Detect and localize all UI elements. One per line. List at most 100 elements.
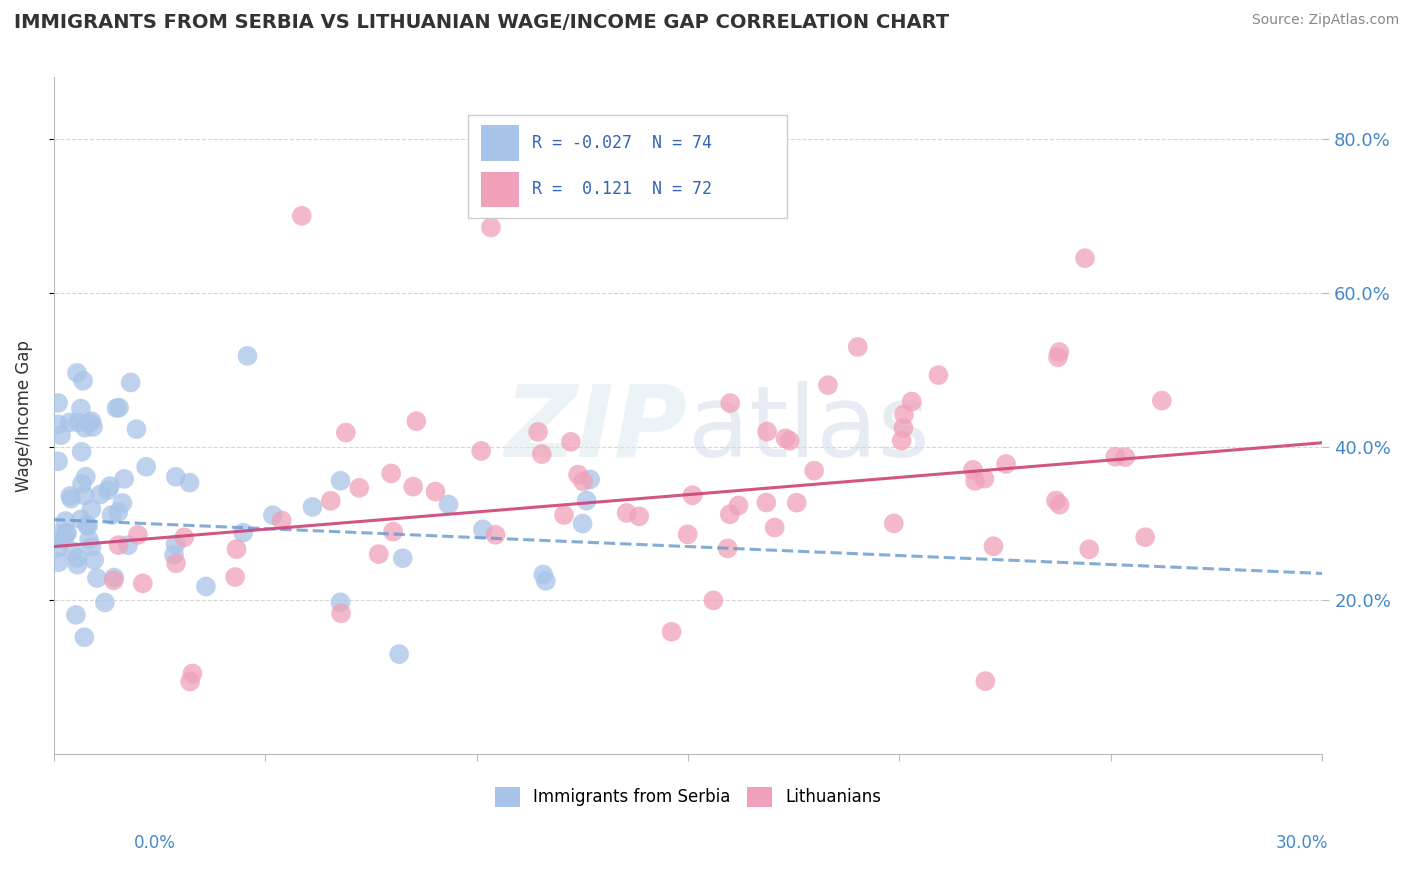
Point: [553, 508, 575, 522]
Point: [66, 550, 89, 565]
Point: [974, 674, 997, 689]
Point: [73, 630, 96, 644]
Point: [1133, 530, 1156, 544]
Point: [89, 487, 111, 501]
Point: [70, 445, 93, 459]
Point: [803, 464, 825, 478]
Point: [890, 434, 912, 448]
Text: 30.0%: 30.0%: [1277, 834, 1329, 852]
Point: [65, 607, 87, 622]
Point: [335, 425, 357, 440]
Point: [893, 408, 915, 422]
Point: [616, 506, 638, 520]
Point: [62, 544, 84, 558]
Point: [763, 520, 786, 534]
Point: [77, 519, 100, 533]
Point: [83, 553, 105, 567]
Point: [531, 567, 554, 582]
Point: [232, 525, 254, 540]
Point: [470, 444, 492, 458]
Point: [55, 525, 77, 540]
Point: [46, 417, 69, 432]
Point: [1049, 498, 1071, 512]
Point: [103, 574, 125, 588]
Point: [579, 472, 602, 486]
Text: 0.0%: 0.0%: [134, 834, 176, 852]
Point: [262, 508, 284, 523]
Point: [567, 467, 589, 482]
Point: [402, 480, 425, 494]
Point: [682, 488, 704, 502]
Point: [165, 537, 187, 551]
Point: [329, 474, 352, 488]
Point: [48, 555, 70, 569]
Point: [527, 425, 550, 439]
Text: ZIP: ZIP: [505, 381, 688, 478]
Point: [1045, 493, 1067, 508]
Point: [1150, 393, 1173, 408]
Point: [173, 530, 195, 544]
Point: [120, 376, 142, 390]
Point: [329, 595, 352, 609]
Point: [388, 647, 411, 661]
Point: [1078, 542, 1101, 557]
Point: [817, 378, 839, 392]
Point: [718, 508, 741, 522]
Point: [73, 488, 96, 502]
Point: [127, 528, 149, 542]
Point: [80, 414, 103, 428]
Point: [125, 422, 148, 436]
Point: [98, 479, 121, 493]
Point: [425, 484, 447, 499]
Point: [484, 528, 506, 542]
Point: [46, 396, 69, 410]
Point: [756, 425, 779, 439]
Bar: [481, 126, 519, 161]
Point: [112, 472, 135, 486]
Point: [66, 558, 89, 572]
Point: [1047, 345, 1070, 359]
Point: [77, 533, 100, 547]
Point: [405, 414, 427, 428]
Point: [59, 489, 82, 503]
Point: [530, 447, 553, 461]
Point: [52, 532, 75, 546]
Point: [179, 475, 201, 490]
Point: [117, 538, 139, 552]
Point: [1074, 251, 1097, 265]
Point: [391, 551, 413, 566]
Point: [995, 457, 1018, 471]
Point: [56, 526, 79, 541]
Point: [66, 366, 89, 380]
Bar: [481, 171, 519, 208]
Point: [1114, 450, 1136, 464]
Text: R =  0.121  N = 72: R = 0.121 N = 72: [531, 180, 711, 199]
Point: [46, 541, 69, 555]
Point: [70, 401, 93, 416]
Point: [100, 508, 122, 522]
Point: [702, 593, 724, 607]
Point: [471, 522, 494, 536]
Point: [94, 595, 117, 609]
Point: [165, 556, 187, 570]
Point: [165, 470, 187, 484]
Point: [349, 481, 371, 495]
Point: [716, 541, 738, 556]
Point: [82, 420, 104, 434]
Point: [67, 416, 90, 430]
Point: [779, 434, 801, 448]
Point: [46, 526, 69, 541]
Point: [135, 459, 157, 474]
Point: [86, 571, 108, 585]
Point: [973, 472, 995, 486]
Point: [236, 349, 259, 363]
Point: [301, 500, 323, 514]
Point: [983, 539, 1005, 553]
Point: [76, 517, 98, 532]
Point: [628, 509, 651, 524]
Point: [676, 527, 699, 541]
Point: [661, 624, 683, 639]
FancyBboxPatch shape: [468, 115, 787, 218]
Point: [163, 548, 186, 562]
Point: [59, 416, 82, 430]
